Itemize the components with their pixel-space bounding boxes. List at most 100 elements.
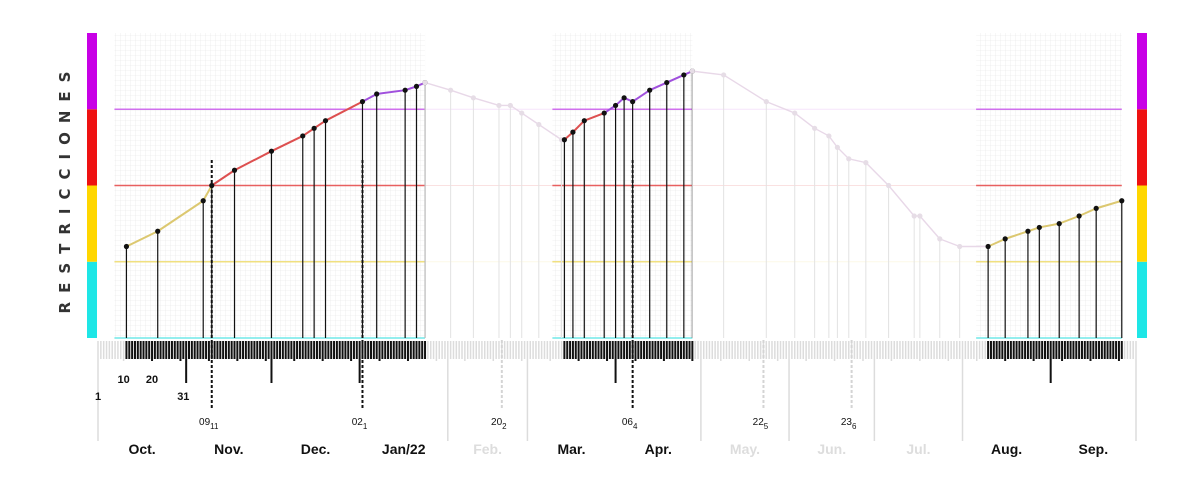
data-point-0-5 [268,148,275,154]
data-point-3-12 [937,236,943,242]
data-point-1-4 [507,102,513,109]
data-point-3-4 [812,125,818,131]
series-line-3-8 [865,162,890,186]
day-label-10: 10 [117,374,129,386]
data-point-4-3 [1036,224,1042,231]
month-label-6: Apr. [645,441,672,457]
series-line-2-6 [632,89,651,103]
data-point-2-2 [581,118,587,124]
series-line-0-9 [362,93,378,103]
series-line-1-2 [473,97,500,107]
data-point-3-9 [885,182,892,189]
data-point-0-7 [311,125,317,131]
series-line-3-6 [836,146,850,160]
month-label-2: Dec. [301,441,331,457]
series-line-0-0 [126,230,159,248]
data-point-2-3 [601,110,607,116]
series-line-3-7 [848,158,866,164]
series-line-0-5 [271,135,304,153]
level-bar-right-2 [1137,109,1147,186]
data-point-2-1 [570,129,576,135]
series-line-3-4 [814,127,830,137]
data-point-1-0 [422,79,428,86]
series-line-0-1 [157,199,204,233]
series-line-1-5 [521,112,540,126]
data-point-4-7 [1119,198,1125,204]
data-point-3-10 [911,213,917,219]
series-line-0-2 [202,185,213,202]
month-label-9: Jul. [906,441,930,457]
month-label-7: May. [730,441,760,457]
series-line-0-8 [325,100,363,122]
annotation-label-5: 236 [841,417,857,431]
series-line-0-3 [211,169,236,187]
data-point-2-9 [681,72,687,78]
month-label-0: Oct. [128,441,155,457]
data-point-1-3 [496,102,502,109]
level-bar-left-1 [87,185,97,262]
annotation-label-3: 064 [622,417,638,431]
series-line-3-12 [939,238,960,248]
data-points [123,68,1125,250]
data-point-2-5 [621,95,627,101]
data-point-3-6 [834,144,840,150]
data-point-1-5 [519,110,525,116]
data-point-3-11 [917,213,923,219]
data-point-3-0 [689,68,695,74]
data-point-3-2 [763,99,769,105]
month-label-4: Feb. [473,441,502,457]
data-point-0-9 [359,99,366,105]
data-point-4-4 [1056,221,1062,227]
series-line-3-3 [794,112,816,129]
annotation-label-4: 225 [753,417,769,431]
series-line-2-7 [649,81,668,92]
annotation-label-0: 0911 [199,417,219,431]
data-point-3-3 [792,110,798,116]
month-label-5: Mar. [557,441,585,457]
series-line-3-0 [692,70,724,76]
level-lines [114,108,1122,339]
data-point-1-6 [536,121,542,128]
level-color-bars [87,33,1147,338]
series-line-4-5 [1078,207,1097,217]
level-bar-left-3 [87,33,97,110]
series-line-3-2 [766,100,796,114]
month-label-8: Jun. [817,441,846,457]
series-line-3-1 [723,74,767,103]
y-axis-label: RESTRICCIONES [56,63,74,314]
data-point-0-1 [155,228,161,234]
series-line-4-4 [1058,215,1080,225]
level-bar-right-1 [1137,185,1147,262]
date-annotations: 0911 021 202 064 225 236 [199,160,857,431]
data-point-3-13 [957,243,963,250]
data-point-2-8 [664,79,670,86]
series-line-1-1 [450,89,474,99]
series-line-2-8 [666,74,685,84]
series-line-0-4 [234,150,272,172]
series-line-1-6 [538,123,562,141]
series-line-4-1 [1004,230,1029,240]
series-line-4-6 [1095,199,1123,210]
month-label-10: Aug. [991,441,1022,457]
series-line-4-0 [987,237,1006,248]
data-point-4-5 [1076,213,1082,219]
data-point-0-11 [402,87,408,93]
data-point-1-1 [448,87,454,93]
data-point-4-1 [1002,236,1008,242]
data-point-3-7 [846,156,852,162]
data-point-0-10 [374,91,380,97]
series-line-3-9 [888,185,915,217]
level-bar-left-2 [87,109,97,186]
series-line-4-3 [1039,222,1060,229]
month-label-11: Sep. [1079,441,1109,457]
data-point-0-6 [300,133,306,139]
series-line-1-0 [424,81,451,91]
month-label-1: Nov. [214,441,243,457]
data-point-2-7 [647,87,653,93]
data-point-2-4 [612,102,619,109]
data-point-0-2 [200,198,206,204]
series-line-2-2 [583,112,605,122]
day-label-20: 20 [146,374,158,386]
data-point-4-2 [1025,228,1031,234]
